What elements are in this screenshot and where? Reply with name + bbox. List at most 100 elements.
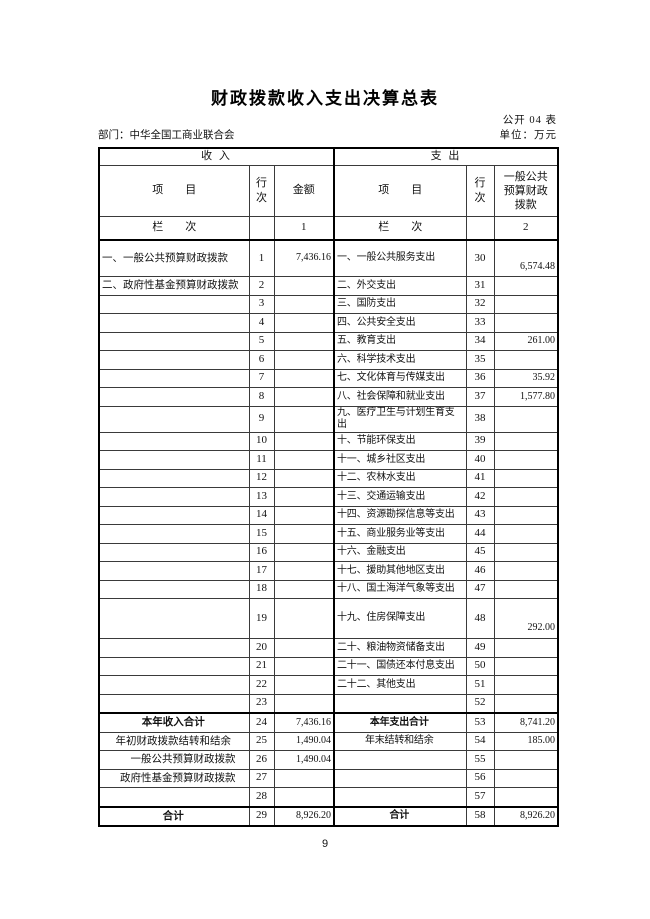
- budget-amount-cell: [493, 313, 559, 333]
- budget-amount-cell: [493, 542, 559, 562]
- income-section-header: 收 入: [98, 147, 335, 166]
- income-item-cell: [98, 350, 250, 370]
- table-row: 政府性基金预算财政拨款 27 56: [98, 768, 559, 788]
- budget-amount-cell: [493, 561, 559, 581]
- table-row: 10 十、节能环保支出 39: [98, 431, 559, 451]
- income-line-no-cell: 5: [248, 331, 275, 351]
- expense-item-cell: [333, 768, 467, 788]
- amount-cell: [273, 313, 335, 333]
- table-row: 二、政府性基金预算财政拨款 2 二、外交支出 31: [98, 276, 559, 296]
- meta-line: 部门：中华全国工商业联合会 单位：万元: [98, 127, 557, 142]
- table-row: 本年收入合计 24 7,436.16 本年支出合计 53 8,741.20: [98, 712, 559, 733]
- expense-line-no-cell: 52: [465, 693, 495, 714]
- expense-line-no-cell: 54: [465, 731, 495, 751]
- budget-amount-cell: [493, 505, 559, 525]
- amount-cell: 8,926.20: [273, 805, 335, 827]
- table-row: 16 十六、金融支出 45: [98, 542, 559, 562]
- table-row: 15 十五、商业服务业等支出 44: [98, 524, 559, 544]
- income-line-no-cell: 12: [248, 468, 275, 488]
- amount-cell: [273, 294, 335, 314]
- income-item-cell: [98, 313, 250, 333]
- budget-column-header-text: 一般公共预算财政拨款: [503, 171, 548, 211]
- income-item-cell: [98, 487, 250, 507]
- income-line-no-cell: 24: [248, 712, 275, 733]
- income-item-cell: [98, 294, 250, 314]
- expense-line-no-header: 行次: [465, 165, 495, 217]
- expense-line-no-cell: 36: [465, 368, 495, 388]
- table-row: 7 七、文化体育与传媒支出 36 35.92: [98, 368, 559, 388]
- income-item-cell: 二、政府性基金预算财政拨款: [98, 276, 250, 296]
- budget-amount-cell: 35.92: [493, 368, 559, 388]
- amount-cell: [273, 431, 335, 451]
- table-row: 8 八、社会保障和就业支出 37 1,577.80: [98, 387, 559, 407]
- expense-item-cell: 二、外交支出: [333, 276, 467, 296]
- table-row: 3 三、国防支出 32: [98, 294, 559, 314]
- expense-line-no-cell: 53: [465, 712, 495, 733]
- income-line-no-cell: 1: [248, 239, 275, 277]
- section-header-row: 收 入 支 出: [98, 147, 559, 166]
- table-row: 6 六、科学技术支出 35: [98, 350, 559, 370]
- expense-item-cell: 十五、商业服务业等支出: [333, 524, 467, 544]
- expense-lanci-spacer: [465, 216, 495, 241]
- budget-amount-cell: 8,926.20: [493, 805, 559, 827]
- amount-cell: [273, 768, 335, 788]
- income-item-cell: [98, 787, 250, 807]
- table-row: 23 52: [98, 693, 559, 714]
- expense-line-no-cell: 56: [465, 768, 495, 788]
- expense-item-cell: 本年支出合计: [333, 712, 467, 733]
- amount-cell: [273, 331, 335, 351]
- expense-line-no-cell: 46: [465, 561, 495, 581]
- amount-cell: [273, 675, 335, 695]
- expense-item-cell: 八、社会保障和就业支出: [333, 387, 467, 407]
- expense-line-no-cell: 51: [465, 675, 495, 695]
- expense-line-no-cell: 41: [465, 468, 495, 488]
- expense-item-cell: 二十一、国债还本付息支出: [333, 656, 467, 676]
- budget-amount-cell: [493, 524, 559, 544]
- budget-amount-cell: 292.00: [493, 598, 559, 639]
- income-item-cell: [98, 368, 250, 388]
- income-item-cell: [98, 431, 250, 451]
- table-row: 17 十七、援助其他地区支出 46: [98, 561, 559, 581]
- income-line-no-cell: 22: [248, 675, 275, 695]
- expense-item-cell: 十六、金融支出: [333, 542, 467, 562]
- income-item-cell: [98, 387, 250, 407]
- income-line-no-cell: 2: [248, 276, 275, 296]
- column-header-row: 项 目 行次 金额 项 目 行次 一般公共预算财政拨款: [98, 165, 559, 217]
- table-row: 4 四、公共安全支出 33: [98, 313, 559, 333]
- amount-cell: [273, 468, 335, 488]
- income-line-no-cell: 28: [248, 787, 275, 807]
- amount-cell: [273, 350, 335, 370]
- table-row: 11 十一、城乡社区支出 40: [98, 450, 559, 470]
- amount-cell: [273, 524, 335, 544]
- table-row: 21 二十一、国债还本付息支出 50: [98, 656, 559, 676]
- income-item-cell: [98, 331, 250, 351]
- expense-item-cell: [333, 693, 467, 714]
- amount-cell: 1,490.04: [273, 750, 335, 770]
- expense-line-no-cell: 32: [465, 294, 495, 314]
- income-line-no-cell: 17: [248, 561, 275, 581]
- budget-amount-cell: [493, 450, 559, 470]
- expense-item-cell: 年末结转和结余: [333, 731, 467, 751]
- income-item-cell: [98, 505, 250, 525]
- expense-line-no-cell: 45: [465, 542, 495, 562]
- income-line-no-cell: 8: [248, 387, 275, 407]
- expense-line-no-cell: 39: [465, 431, 495, 451]
- table-row: 一、一般公共预算财政拨款 1 7,436.16 一、一般公共服务支出 30 6,574.4…: [98, 239, 559, 277]
- budget-amount-cell: [493, 656, 559, 676]
- expense-item-cell: [333, 787, 467, 807]
- amount-cell: [273, 368, 335, 388]
- income-line-no-cell: 25: [248, 731, 275, 751]
- budget-amount-cell: [493, 405, 559, 433]
- income-line-no-cell: 11: [248, 450, 275, 470]
- budget-amount-cell: [493, 276, 559, 296]
- expense-line-no-cell: 55: [465, 750, 495, 770]
- expense-line-no-cell: 31: [465, 276, 495, 296]
- amount-cell: [273, 656, 335, 676]
- amount-cell: [273, 505, 335, 525]
- expense-line-no-cell: 44: [465, 524, 495, 544]
- budget-column-header: 一般公共预算财政拨款: [493, 165, 559, 217]
- income-line-no-cell: 19: [248, 598, 275, 639]
- income-item-cell: 一般公共预算财政拨款: [98, 750, 250, 770]
- expense-item-cell: 二十二、其他支出: [333, 675, 467, 695]
